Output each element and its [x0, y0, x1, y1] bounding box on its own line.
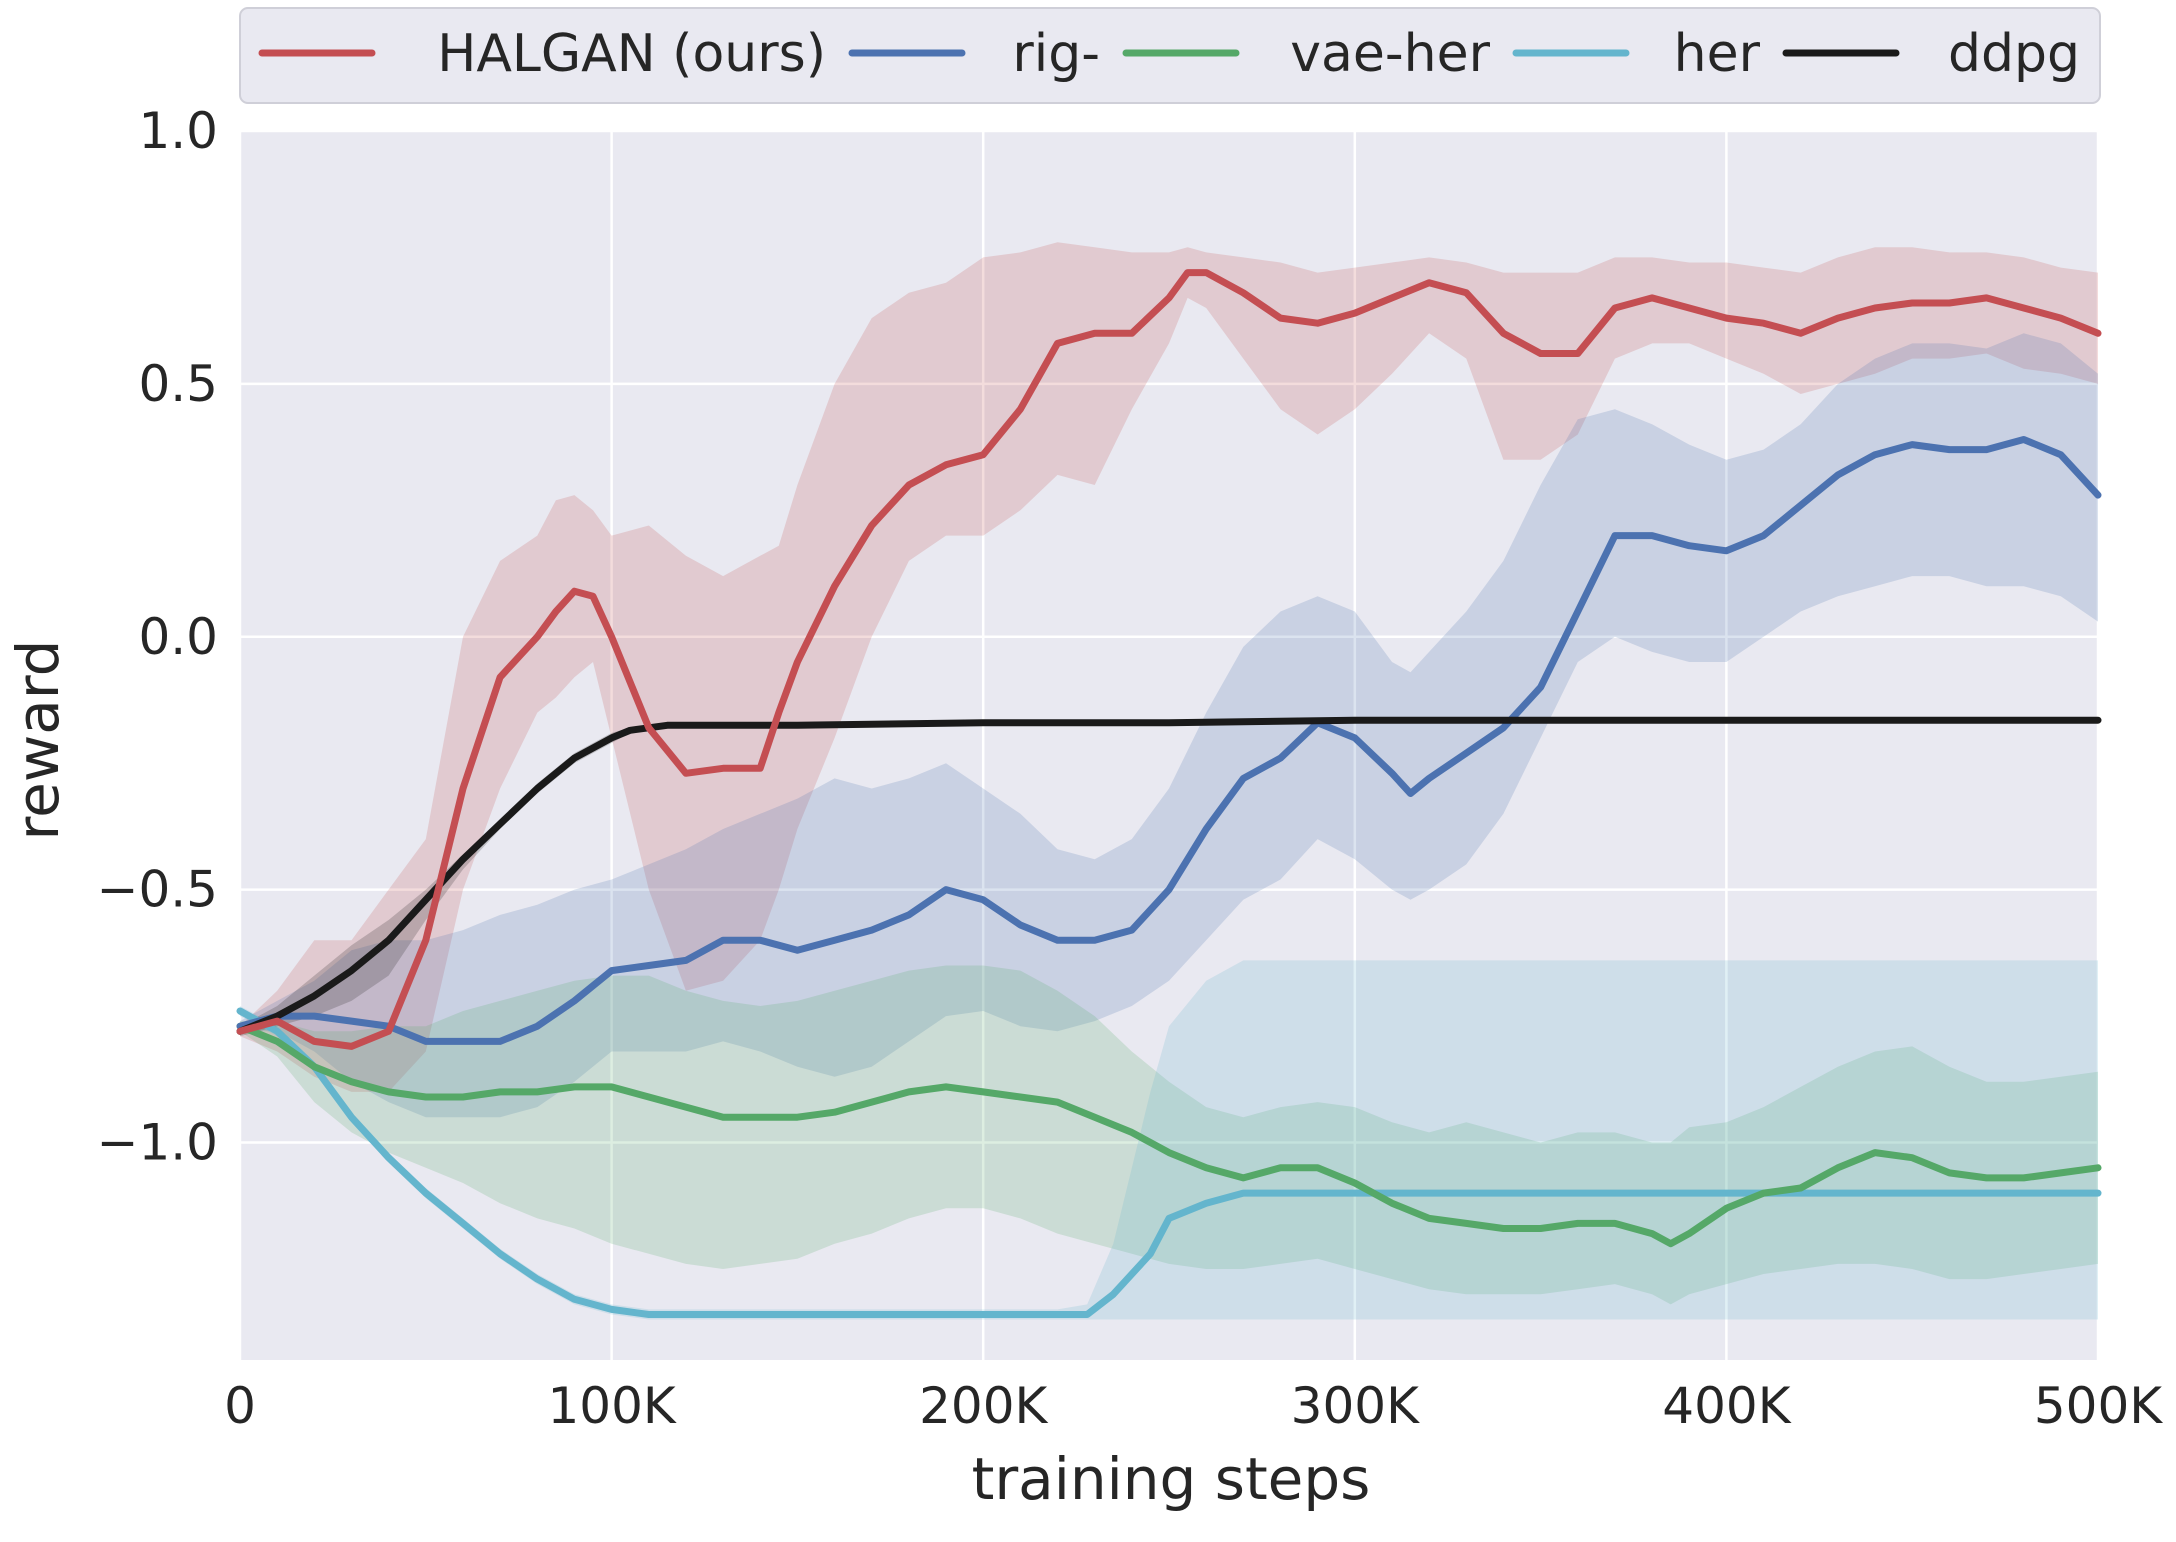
- series-line-rig: [236, 436, 2102, 1045]
- series-line-halgan-ours: [236, 269, 2102, 1050]
- band-rig: [240, 333, 2098, 1118]
- y-tick-label: −1.0: [97, 1114, 218, 1172]
- legend: HALGAN (ours) rig-vae-her her ddpg: [239, 7, 2101, 104]
- band-halgan-ours: [240, 242, 2098, 1092]
- x-tick-label: 100K: [547, 1377, 676, 1435]
- y-tick-label: 0.5: [138, 355, 218, 413]
- y-tick-label: −0.5: [97, 861, 218, 919]
- x-tick-label: 400K: [1662, 1377, 1791, 1435]
- x-tick-label: 200K: [919, 1377, 1048, 1435]
- series-line-her: [236, 1007, 2102, 1318]
- legend-label: her: [1674, 24, 1761, 84]
- y-tick-label: 0.0: [138, 608, 218, 666]
- confidence-bands: [240, 242, 2098, 1320]
- x-tick-label: 500K: [2034, 1377, 2163, 1435]
- x-tick-label: 0: [224, 1377, 256, 1435]
- y-tick-label: 1.0: [138, 102, 218, 160]
- series-lines: [236, 269, 2102, 1318]
- series-line-vae-her: [236, 1022, 2102, 1248]
- legend-label: ddpg: [1948, 24, 2080, 84]
- x-tick-label: 300K: [1291, 1377, 1420, 1435]
- legend-label: vae-her: [1290, 24, 1490, 84]
- legend-label: HALGAN (ours): [437, 24, 826, 84]
- series-line-ddpg: [236, 716, 2102, 1035]
- y-axis-label: reward: [4, 640, 72, 841]
- legend-label: rig-: [1012, 24, 1100, 84]
- x-axis-label: training steps: [972, 1445, 1371, 1513]
- band-vae-her: [240, 965, 2098, 1305]
- tick-labels: 0 100K 200K 300K 400K 500K 1.0 0.5 0.0 −0.5 −1.0: [97, 102, 2164, 1435]
